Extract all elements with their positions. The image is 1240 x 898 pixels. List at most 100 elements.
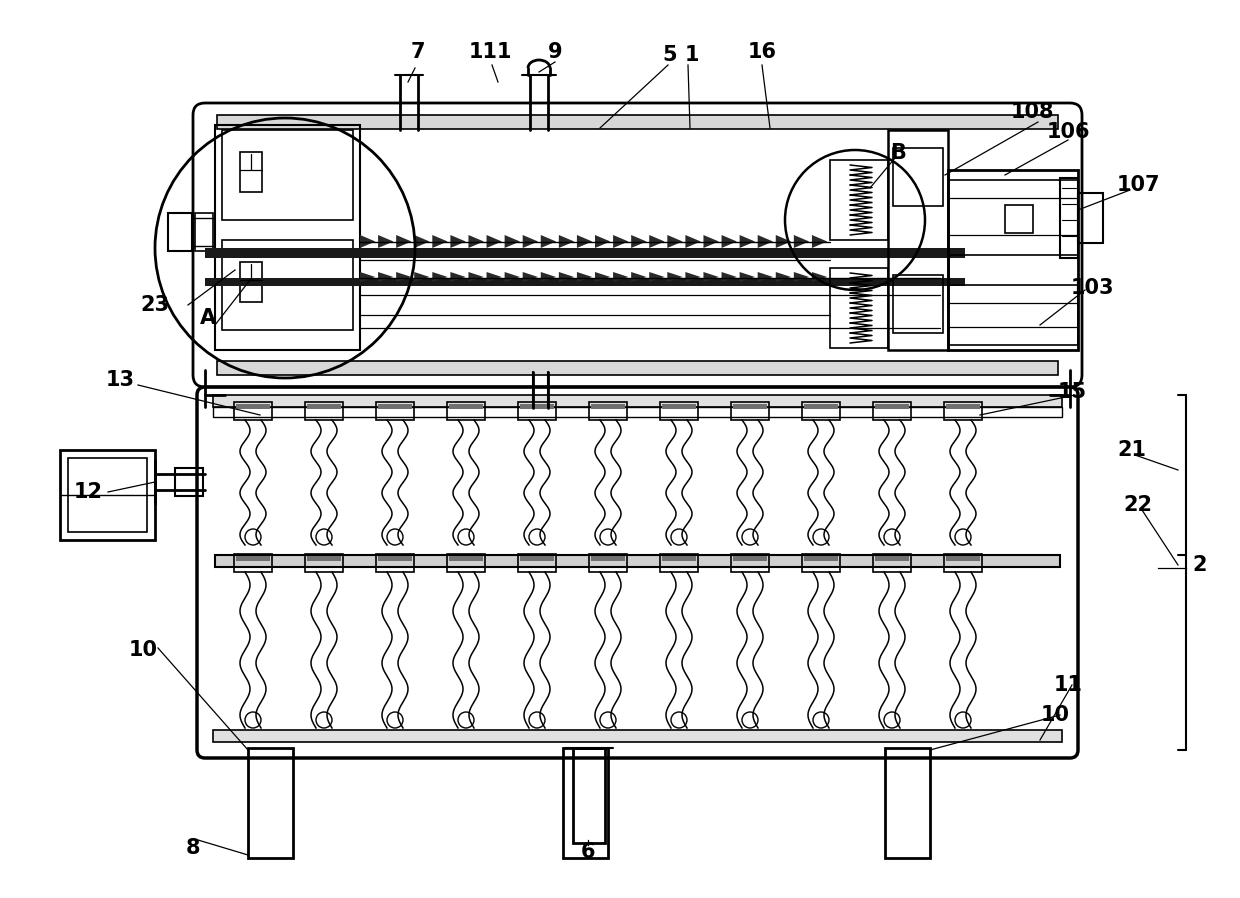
Bar [949, 285, 1078, 345]
Bar [944, 402, 982, 420]
Text: 2: 2 [1193, 555, 1208, 575]
Bar [802, 402, 839, 420]
Polygon shape [613, 235, 629, 248]
Polygon shape [613, 272, 629, 282]
Text: 6: 6 [580, 842, 595, 862]
Bar [192, 218, 215, 246]
Polygon shape [378, 235, 393, 248]
Text: 12: 12 [73, 482, 103, 502]
Bar [573, 748, 605, 843]
Polygon shape [450, 235, 466, 248]
Bar [563, 748, 608, 858]
Text: B: B [890, 143, 906, 163]
Bar [308, 404, 341, 409]
Bar [893, 148, 942, 206]
Polygon shape [523, 272, 538, 282]
Text: 10: 10 [129, 640, 157, 660]
Bar [944, 554, 982, 572]
Polygon shape [650, 272, 665, 282]
Text: 103: 103 [1070, 278, 1114, 298]
Bar [875, 556, 909, 561]
Polygon shape [486, 272, 502, 282]
Bar [949, 170, 1078, 350]
Bar [804, 404, 838, 409]
Bar [205, 278, 965, 286]
Bar [946, 404, 980, 409]
Polygon shape [433, 235, 448, 248]
Bar [732, 402, 769, 420]
Polygon shape [378, 272, 393, 282]
Bar [446, 402, 485, 420]
Polygon shape [722, 272, 737, 282]
Bar [222, 130, 353, 220]
Bar [875, 404, 909, 409]
Bar [733, 404, 768, 409]
Bar [733, 556, 768, 561]
Polygon shape [739, 272, 755, 282]
Text: 106: 106 [1047, 122, 1090, 142]
Bar [248, 748, 293, 858]
Text: 10: 10 [1040, 705, 1069, 725]
Text: 15: 15 [1058, 382, 1086, 402]
Bar [222, 240, 353, 330]
Bar [885, 748, 930, 858]
Bar [215, 555, 1060, 567]
Bar [376, 402, 414, 420]
Bar [830, 160, 888, 240]
Bar [1060, 178, 1078, 258]
Bar [175, 468, 203, 496]
Polygon shape [433, 272, 448, 282]
Bar [591, 404, 625, 409]
Bar [802, 554, 839, 572]
Polygon shape [559, 235, 574, 248]
Text: 1: 1 [684, 45, 699, 65]
Bar [662, 556, 696, 561]
Text: 108: 108 [1011, 102, 1054, 122]
Bar [449, 404, 484, 409]
Bar [234, 554, 272, 572]
Polygon shape [794, 235, 810, 248]
Polygon shape [450, 272, 466, 282]
Polygon shape [758, 272, 773, 282]
Bar [376, 554, 414, 572]
Bar [589, 554, 627, 572]
Bar [446, 554, 485, 572]
Bar [378, 556, 412, 561]
Bar [518, 554, 556, 572]
Polygon shape [577, 272, 593, 282]
Polygon shape [559, 272, 574, 282]
Polygon shape [703, 272, 719, 282]
Bar [167, 213, 192, 251]
Polygon shape [414, 272, 429, 282]
Polygon shape [469, 235, 484, 248]
Bar [213, 395, 1061, 407]
Bar [217, 115, 1058, 129]
Bar [830, 268, 888, 348]
Text: 8: 8 [186, 838, 200, 858]
Text: 11: 11 [1054, 675, 1083, 695]
Polygon shape [812, 235, 827, 248]
Bar [873, 554, 911, 572]
Bar [213, 730, 1061, 742]
Polygon shape [360, 272, 376, 282]
Polygon shape [812, 272, 827, 282]
Text: 9: 9 [548, 42, 562, 62]
Bar [949, 180, 1078, 255]
Bar [241, 152, 262, 192]
Text: 13: 13 [105, 370, 134, 390]
Text: 21: 21 [1117, 440, 1147, 460]
Polygon shape [739, 235, 755, 248]
Polygon shape [396, 235, 412, 248]
Bar [305, 402, 343, 420]
Polygon shape [595, 235, 610, 248]
Polygon shape [631, 272, 646, 282]
Bar [804, 556, 838, 561]
Bar [205, 248, 965, 258]
Bar [1004, 205, 1033, 233]
Polygon shape [396, 272, 412, 282]
Text: 16: 16 [748, 42, 776, 62]
Bar [520, 556, 554, 561]
Polygon shape [703, 235, 719, 248]
Bar [873, 402, 911, 420]
Bar [68, 458, 148, 532]
